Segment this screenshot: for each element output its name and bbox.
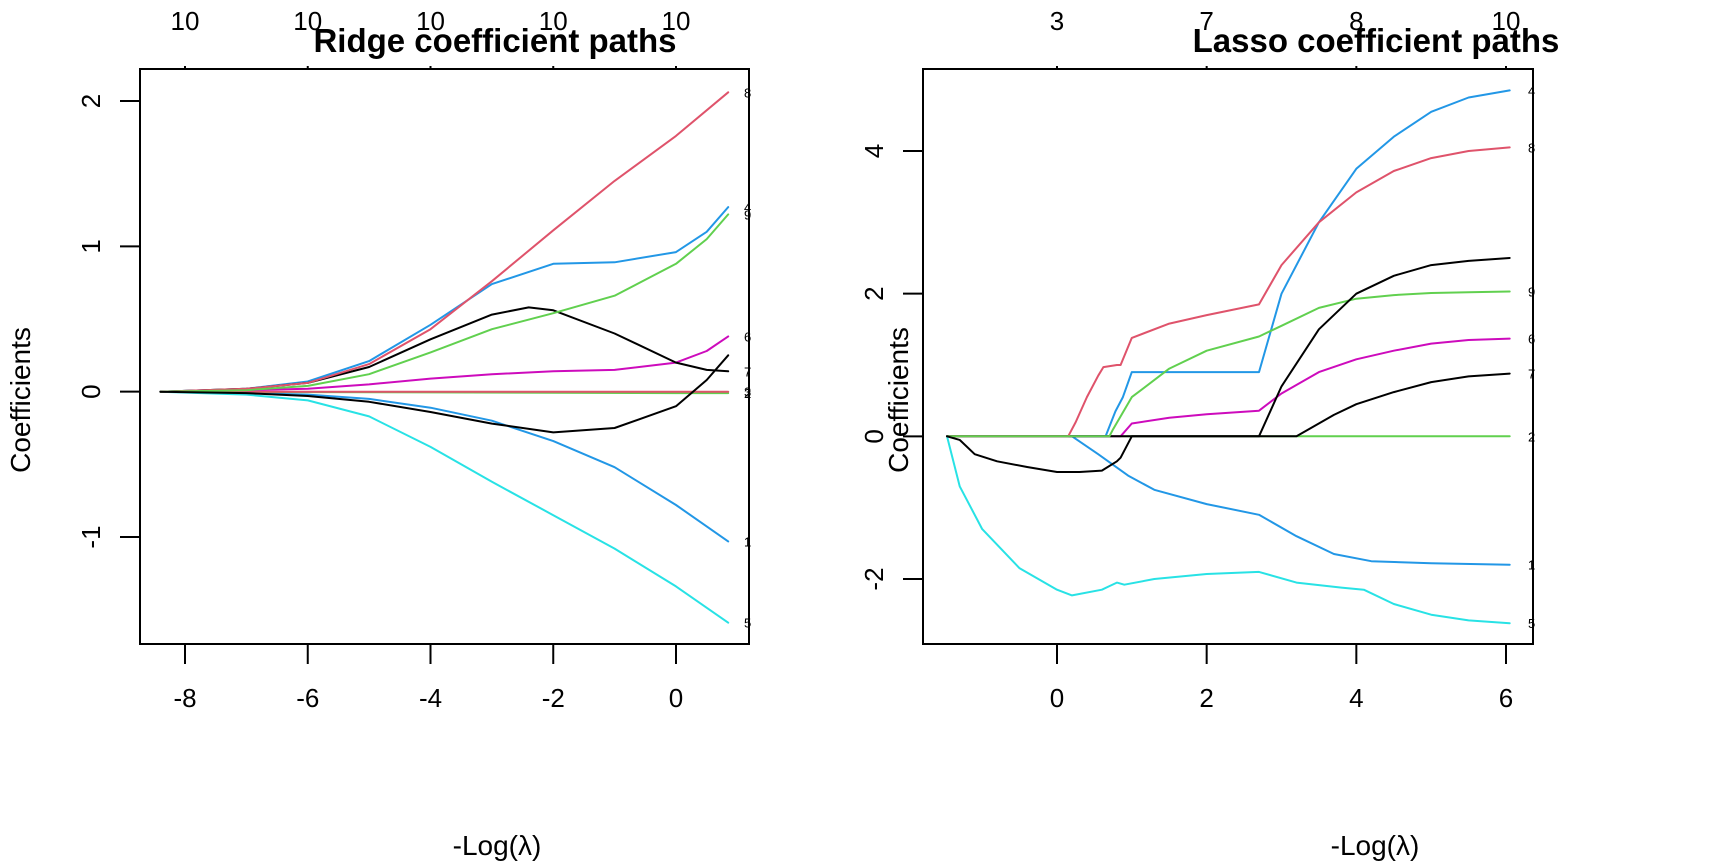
series-line-5 — [946, 435, 1511, 625]
top-axis-label: 10 — [171, 6, 200, 36]
y-tick-label: -2 — [859, 567, 889, 590]
series-line-7 — [159, 306, 730, 393]
x-tick-label: -8 — [173, 683, 196, 713]
series-line-7 — [946, 372, 1511, 438]
coefficient-end-label: 9 — [1528, 285, 1535, 300]
coefficient-end-label: 5 — [744, 616, 751, 631]
y-tick-label: 4 — [859, 144, 889, 158]
coefficient-end-label: 8 — [1528, 140, 1535, 155]
coefficient-end-label: 5 — [1528, 616, 1535, 631]
x-tick-label: 0 — [1050, 683, 1064, 713]
y-tick-label: 1 — [76, 239, 106, 253]
y-axis-title: Coefficients — [883, 327, 914, 473]
x-tick-label: 0 — [669, 683, 683, 713]
series-line-5 — [159, 390, 730, 624]
coefficient-end-label: 8 — [744, 85, 751, 100]
series-group — [946, 89, 1511, 625]
series-line-4 — [946, 89, 1511, 438]
coefficient-end-label: 6 — [744, 329, 751, 344]
x-tick-label: -4 — [419, 683, 442, 713]
series-line-9 — [159, 213, 730, 393]
lasso-panel: Lasso coefficient paths -Log(λ) Coeffici… — [859, 6, 1559, 861]
y-axis-title: Coefficients — [5, 327, 36, 473]
y-tick-label: 2 — [859, 286, 889, 300]
x-tick-label: -2 — [542, 683, 565, 713]
series-line-6 — [946, 337, 1511, 438]
y-tick-label: 2 — [76, 94, 106, 108]
coefficient-end-label: 1 — [744, 534, 751, 549]
series-line-8 — [159, 91, 730, 393]
series-line-10 — [946, 257, 1511, 473]
top-axis-label: 8 — [1349, 6, 1363, 36]
top-axis-label: 10 — [293, 6, 322, 36]
series-line-6 — [159, 335, 730, 393]
plot-frame — [922, 68, 1534, 645]
top-axis-label: 10 — [539, 6, 568, 36]
coefficient-end-label: 6 — [1528, 332, 1535, 347]
series-line-9 — [946, 290, 1511, 438]
x-tick-label: 4 — [1349, 683, 1363, 713]
coefficient-end-label: 2 — [1528, 429, 1535, 444]
y-tick-label: 0 — [76, 384, 106, 398]
x-tick-label: 2 — [1199, 683, 1213, 713]
series-line-1 — [946, 435, 1511, 566]
top-axis-label: 10 — [416, 6, 445, 36]
coefficient-end-label: 4 — [1528, 83, 1535, 98]
coefficient-end-label: 4 — [744, 200, 751, 215]
x-tick-label: -6 — [296, 683, 319, 713]
top-axis-label: 10 — [1492, 6, 1521, 36]
top-axis-label: 10 — [662, 6, 691, 36]
top-axis-label: 7 — [1199, 6, 1213, 36]
y-tick-label: -1 — [76, 525, 106, 548]
top-axis-label: 3 — [1050, 6, 1064, 36]
coefficient-end-label: 1 — [1528, 558, 1535, 573]
coefficient-end-label: 2 — [744, 386, 751, 401]
x-axis-title: -Log(λ) — [453, 830, 542, 861]
y-tick-label: 0 — [859, 429, 889, 443]
x-tick-label: 6 — [1499, 683, 1513, 713]
coefficient-end-label: 1 — [744, 534, 751, 549]
coefficient-end-label: 9 — [744, 207, 751, 222]
plot-frame — [139, 68, 750, 645]
series-line-10 — [159, 354, 730, 434]
coefficient-end-label: 3 — [744, 385, 751, 400]
chart-title: Lasso coefficient paths — [1193, 22, 1560, 59]
coefficient-end-label: 7 — [744, 364, 751, 379]
coefficient-end-label: 1 — [1528, 558, 1535, 573]
chart-title: Ridge coefficient paths — [313, 22, 676, 59]
ridge-panel: Ridge coefficient paths -Log(λ) Coeffici… — [5, 6, 751, 861]
series-line-8 — [946, 146, 1511, 438]
x-axis-title: -Log(λ) — [1331, 830, 1420, 861]
series-line-4 — [159, 206, 730, 393]
series-group — [159, 91, 730, 624]
coefficient-end-label: 7 — [1528, 367, 1535, 382]
